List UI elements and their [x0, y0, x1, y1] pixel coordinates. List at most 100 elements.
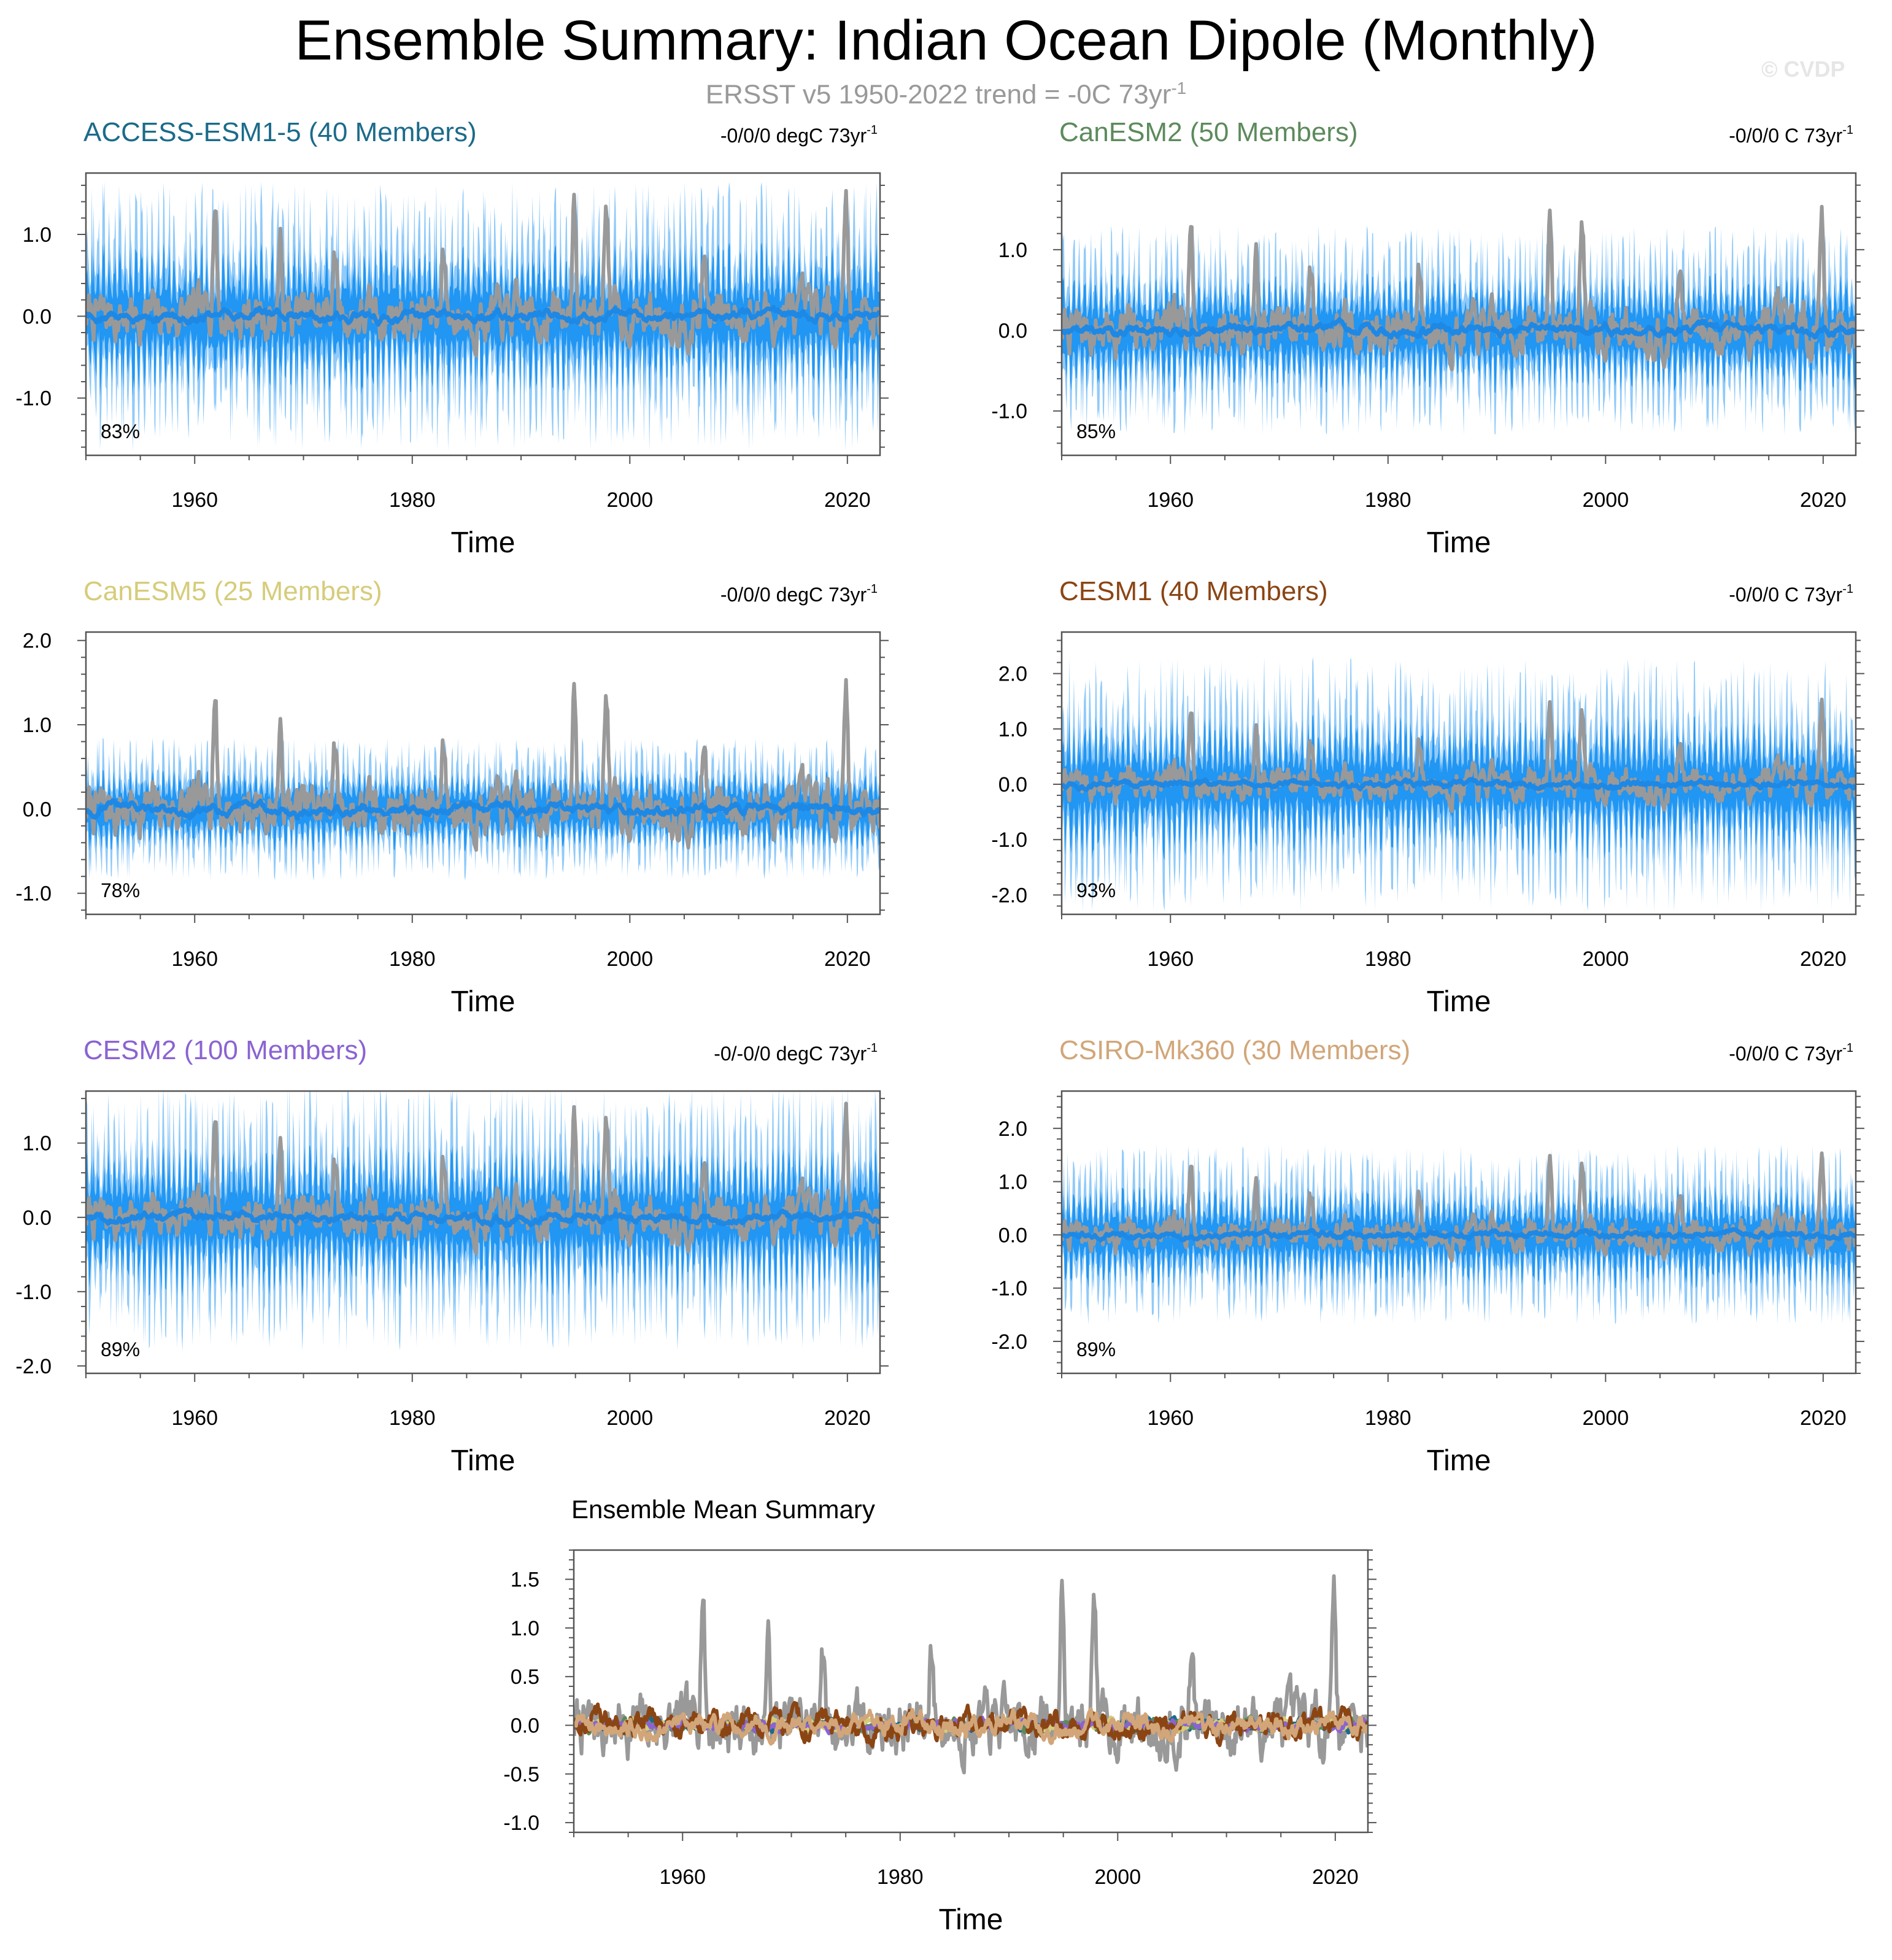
x-tick-label: 2020: [1800, 947, 1847, 971]
chart-panel-3: 78% -0/0/0 degC 73yr-1 CanESM5 (25 Members…: [15, 576, 889, 1018]
x-tick-label: 2020: [824, 947, 871, 971]
x-tick-label: 1980: [1365, 488, 1411, 512]
y-tick-label: 0.0: [998, 319, 1027, 342]
observed-series-line: [86, 677, 880, 852]
x-tick-label: 2000: [1094, 1865, 1141, 1889]
trend-superscript: -1: [1842, 1041, 1853, 1055]
trend-label: -0/-0/0 degC 73yr-1: [714, 1041, 878, 1065]
y-tick-label: -1.0: [15, 387, 52, 411]
percent-annotation: 89%: [101, 1338, 140, 1360]
chart-panel-2: 85% -0/0/0 C 73yr-1 CanESM2 (50 Members) 19…: [991, 117, 1864, 559]
ensemble-mean-line: [86, 798, 880, 821]
x-tick-label: 1960: [171, 488, 218, 512]
x-tick-label: 1960: [171, 1406, 218, 1430]
x-tick-label: 1980: [1365, 1406, 1411, 1430]
x-axis-label: Time: [1427, 986, 1491, 1018]
percent-annotation: 85%: [1076, 420, 1116, 442]
x-tick-label: 1980: [877, 1865, 924, 1889]
ensemble-mean-line: [86, 304, 880, 327]
y-tick-label: -1.0: [15, 882, 52, 906]
panel-title: Ensemble Mean Summary: [571, 1495, 875, 1524]
plot-area: [1062, 657, 1856, 912]
x-axis-label: Time: [451, 986, 515, 1018]
ensemble-mean-line: [1062, 317, 1856, 340]
x-tick-label: 2000: [606, 1406, 653, 1430]
x-tick-label: 2020: [1312, 1865, 1359, 1889]
y-tick-label: 1.0: [998, 718, 1027, 741]
y-tick-label: 1.0: [23, 714, 52, 737]
observed-series-line: [1062, 204, 1856, 372]
panel-title: CanESM5 (25 Members): [83, 576, 382, 606]
y-tick-label: 0.0: [998, 773, 1027, 797]
trend-superscript: -1: [867, 1041, 878, 1055]
chart-panel-6: 89% -0/0/0 C 73yr-1 CSIRO-Mk360 (30 Member…: [991, 1035, 1864, 1477]
observed-series-line: [1062, 1151, 1856, 1263]
panel-title: CESM2 (100 Members): [83, 1035, 367, 1065]
plot-frame: [1060, 1090, 1857, 1375]
plot-area: [1062, 1144, 1856, 1325]
x-axis-label: Time: [451, 1445, 515, 1477]
y-tick-label: 2.0: [998, 663, 1027, 686]
trend-label: -0/0/0 degC 73yr-1: [720, 582, 878, 606]
percent-annotation: 78%: [101, 879, 140, 901]
y-tick-label: 1.5: [511, 1568, 539, 1592]
x-tick-label: 1960: [1147, 947, 1194, 971]
figure-title: Ensemble Summary: Indian Ocean Dipole (M…: [295, 9, 1597, 72]
y-tick-label: -1.0: [991, 1277, 1027, 1300]
chart-panel-1: 83% -0/0/0 degC 73yr-1 ACCESS-ESM1-5 (40 M…: [15, 117, 889, 559]
y-tick-label: 1.0: [23, 1132, 52, 1156]
y-tick-label: -1.0: [503, 1811, 539, 1835]
panel-title: CESM1 (40 Members): [1059, 576, 1328, 606]
trend-superscript: -1: [867, 582, 878, 596]
y-tick-label: -2.0: [991, 1330, 1027, 1354]
percent-annotation: 93%: [1076, 879, 1116, 901]
x-tick-label: 1960: [1147, 488, 1194, 512]
ensemble-mean-line: [1062, 1227, 1856, 1243]
y-tick-label: -0.5: [503, 1763, 539, 1786]
trend-superscript: -1: [1842, 123, 1853, 137]
plot-area: [86, 1091, 880, 1351]
x-tick-label: 2020: [824, 1406, 871, 1430]
x-axis-label: Time: [1427, 527, 1491, 559]
y-tick-label: 2.0: [23, 630, 52, 653]
y-tick-label: -2.0: [991, 884, 1027, 907]
x-tick-label: 2000: [1582, 1406, 1629, 1430]
trend-superscript: -1: [867, 123, 878, 137]
x-tick-label: 2000: [606, 947, 653, 971]
panel-title: ACCESS-ESM1-5 (40 Members): [83, 117, 477, 147]
y-tick-label: 0.0: [23, 798, 52, 821]
ensemble-mean-line: [86, 1206, 880, 1229]
plot-frame: [85, 631, 881, 916]
x-tick-label: 2000: [1582, 488, 1629, 512]
ensemble-mean-line: [1062, 777, 1856, 792]
y-tick-label: 0.5: [511, 1665, 539, 1689]
trend-label: -0/0/0 C 73yr-1: [1729, 1041, 1853, 1065]
plot-frame: [573, 1549, 1369, 1834]
observed-series-line: [1062, 697, 1856, 813]
observed-series-line: [574, 1574, 1368, 1775]
chart-panel-7: Ensemble Mean Summary 1960 1980 2000 2020 Tim…: [503, 1495, 1377, 1936]
y-tick-label: 1.0: [998, 1171, 1027, 1194]
trend-superscript: -1: [1842, 582, 1853, 596]
x-tick-label: 2020: [1800, 1406, 1847, 1430]
x-tick-label: 2000: [606, 488, 653, 512]
percent-annotation: 83%: [101, 420, 140, 442]
y-tick-label: 2.0: [998, 1117, 1027, 1141]
x-tick-label: 2000: [1582, 947, 1629, 971]
plot-area: [86, 181, 880, 452]
y-tick-label: 0.0: [23, 305, 52, 328]
x-tick-label: 1980: [389, 947, 436, 971]
model-mean-line-6: [574, 1707, 1368, 1746]
x-tick-label: 1960: [1147, 1406, 1194, 1430]
y-tick-label: -1.0: [15, 1281, 52, 1304]
x-tick-label: 1980: [389, 488, 436, 512]
x-tick-label: 1960: [659, 1865, 706, 1889]
plot-area: [1062, 204, 1856, 436]
trend-label: -0/0/0 degC 73yr-1: [720, 123, 878, 147]
x-tick-label: 1960: [171, 947, 218, 971]
plot-frame: [85, 172, 881, 457]
y-tick-label: -2.0: [15, 1355, 52, 1378]
y-tick-label: 1.0: [998, 239, 1027, 262]
chart-panel-5: 89% -0/-0/0 degC 73yr-1 CESM2 (100 Members…: [15, 1035, 889, 1477]
x-tick-label: 1980: [389, 1406, 436, 1430]
